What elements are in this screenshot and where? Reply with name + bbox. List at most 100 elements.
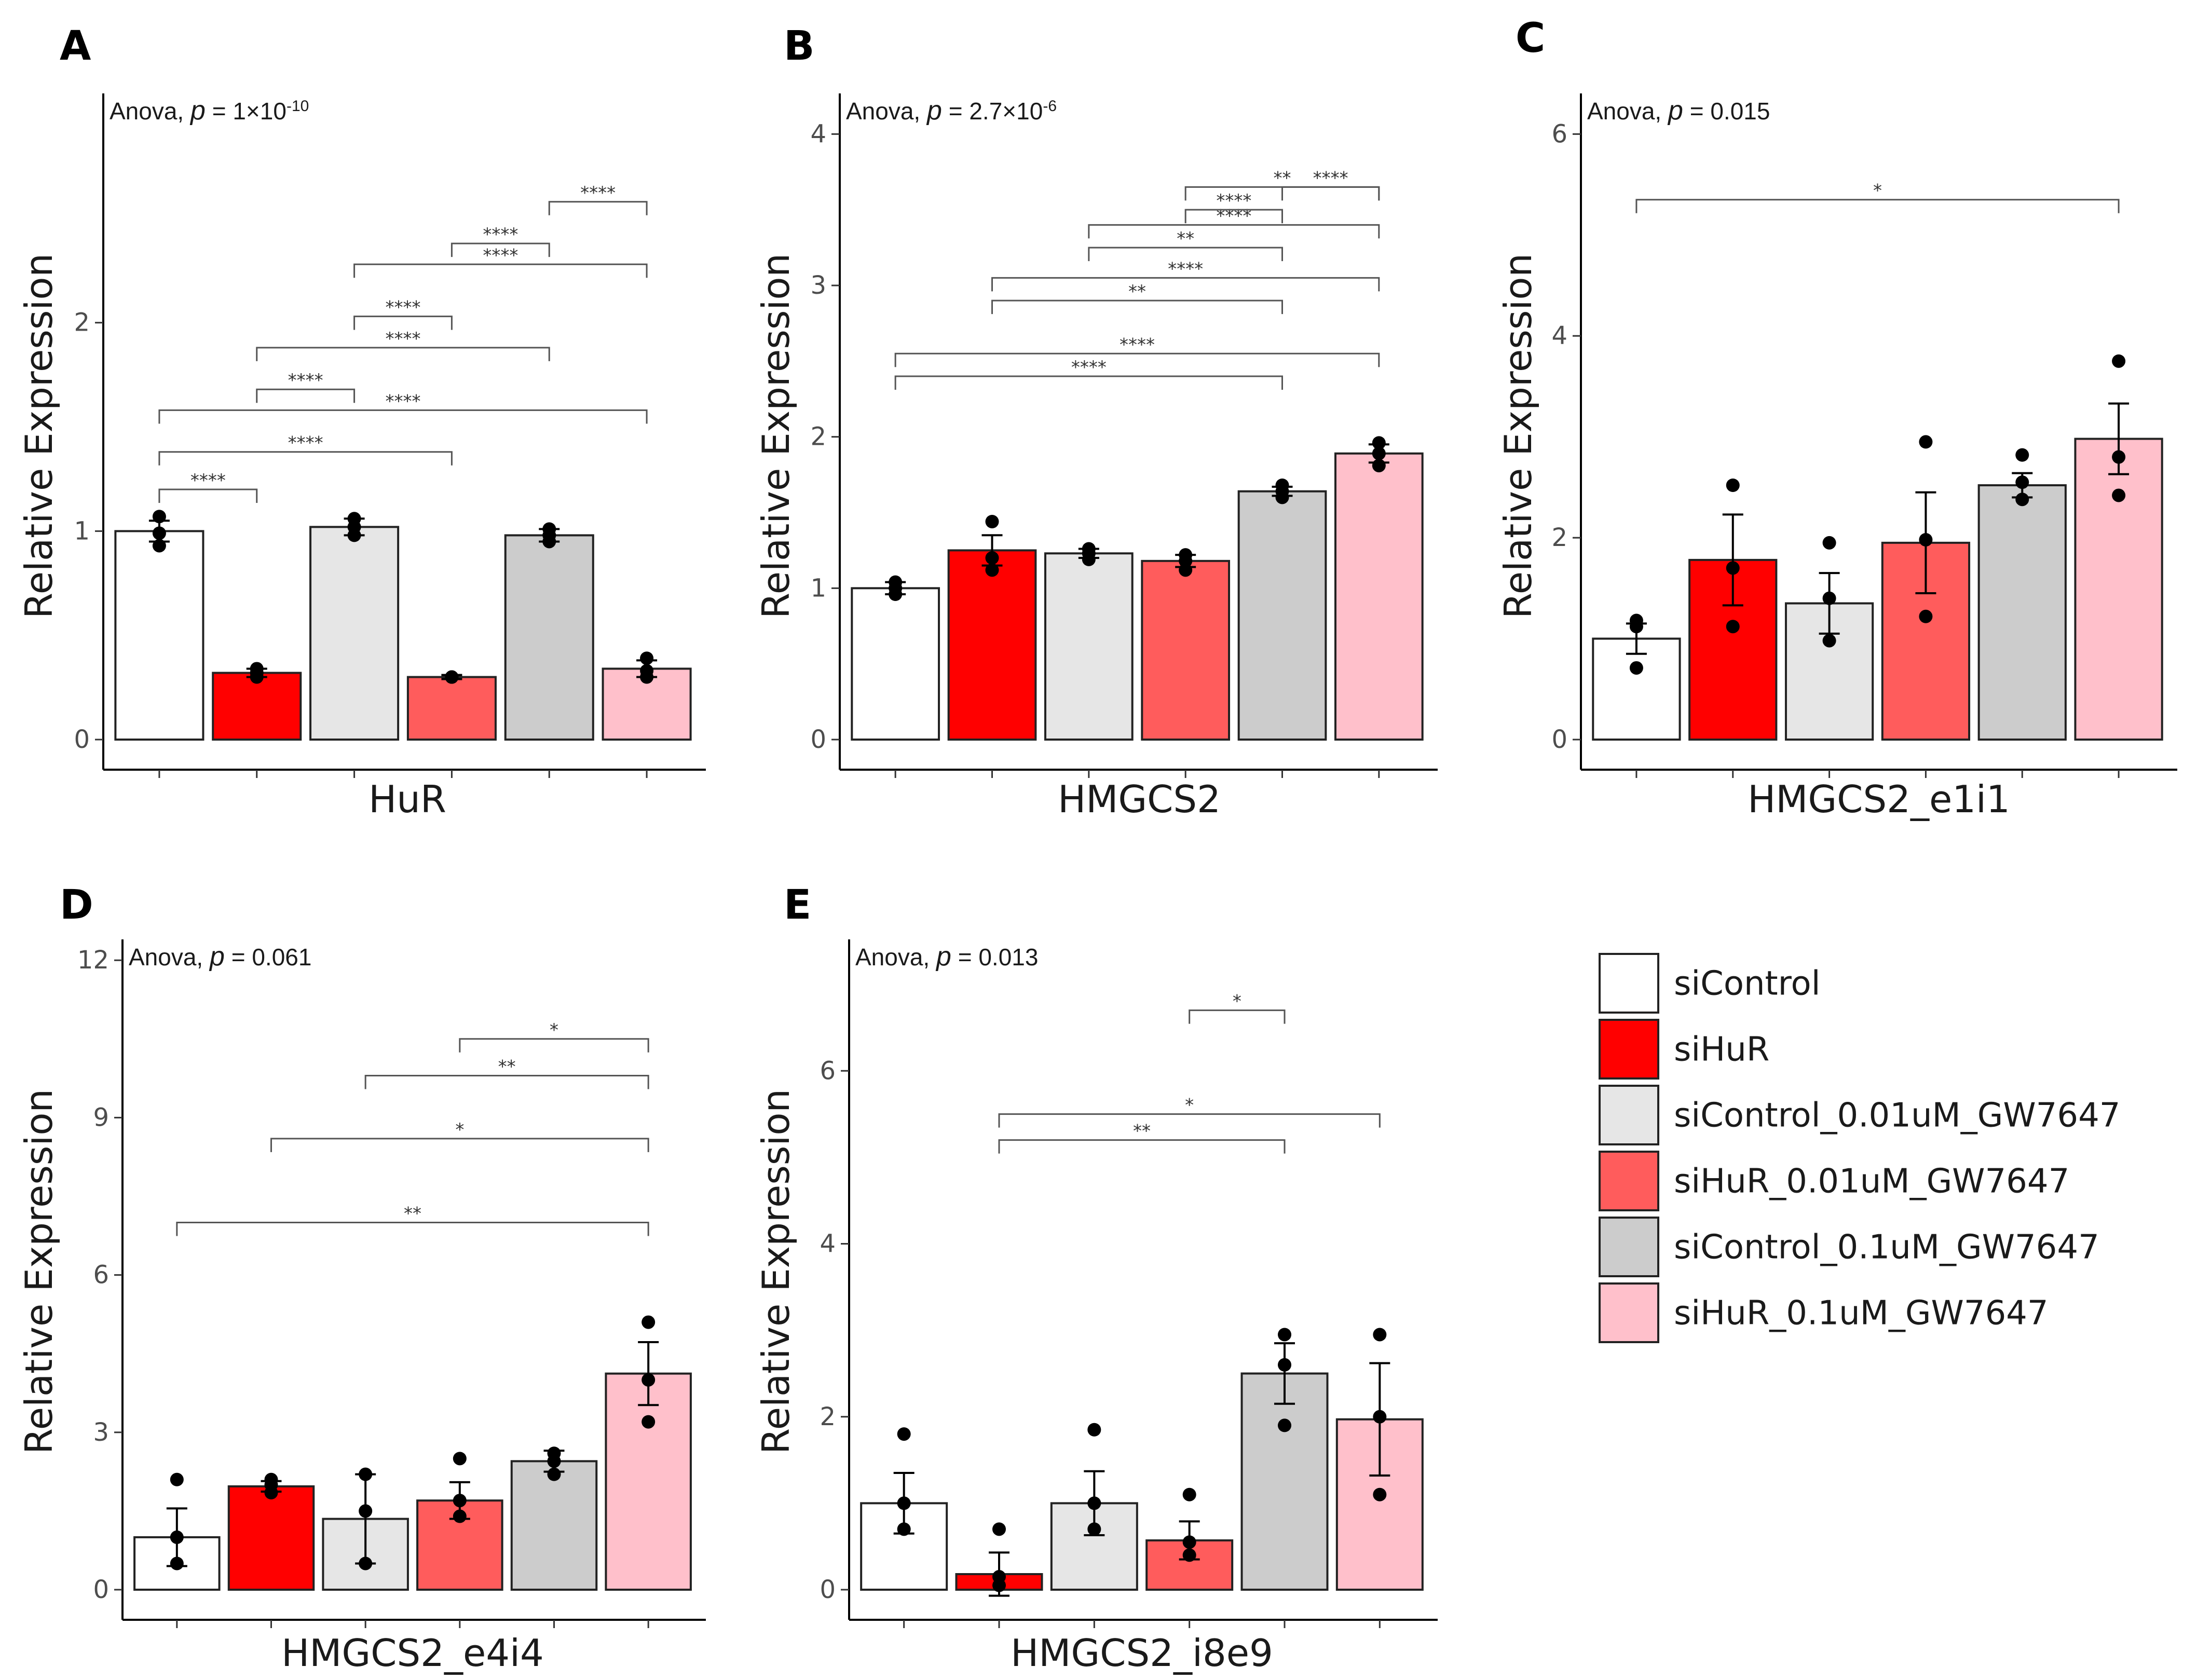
data-point: [1726, 479, 1740, 492]
panel-letter: C: [1516, 15, 1545, 62]
data-point: [2112, 354, 2126, 368]
anova-prefix: Anova,: [846, 98, 927, 125]
data-point: [1629, 661, 1643, 675]
panel-letter: B: [784, 23, 814, 70]
anova-p-value: = 0.013: [951, 944, 1039, 971]
data-point: [1726, 620, 1740, 634]
data-point: [1182, 1487, 1196, 1501]
anova-p-symbol: p: [209, 941, 225, 972]
significance-bracket: [998, 1139, 1286, 1154]
legend-swatch: [1599, 1019, 1659, 1080]
data-point: [642, 1315, 656, 1329]
significance-label: ****: [386, 391, 421, 412]
significance-label: **: [1128, 281, 1146, 302]
bar-1: [1592, 637, 1681, 741]
significance-bracket: [998, 1113, 1381, 1128]
y-tick-label: 1: [74, 516, 90, 545]
significance-label: ****: [288, 433, 323, 454]
significance-bracket: [270, 1138, 649, 1152]
significance-label: ****: [386, 297, 421, 318]
y-tick-label: 4: [1551, 321, 1567, 350]
bar-5: [1977, 484, 2067, 741]
significance-label: **: [1133, 1121, 1151, 1142]
significance-label: *: [1185, 1095, 1194, 1116]
significance-bracket: [158, 409, 648, 424]
x-axis-title: HMGCS2_e1i1: [1748, 777, 2010, 821]
significance-label: ****: [1216, 190, 1251, 211]
bar-2: [227, 1485, 315, 1591]
y-tick-label: 0: [820, 1575, 836, 1604]
x-axis-title: HMGCS2: [1058, 777, 1221, 821]
y-axis-title: Relative Expression: [1496, 253, 1540, 619]
y-tick-label: 12: [77, 946, 109, 975]
panel-letter: A: [60, 23, 91, 70]
data-point: [1275, 479, 1289, 492]
panel-letter: E: [784, 882, 811, 928]
legend-label: siControl_0.1uM_GW7647: [1674, 1228, 2099, 1267]
data-point: [992, 1522, 1006, 1536]
y-tick-label: 6: [1551, 119, 1567, 148]
panel-a: A 0 1 2 Relative Expression HuR Anova, p = 1×1…: [17, 23, 706, 821]
anova-p-symbol: p: [1667, 95, 1683, 126]
significance-label: ****: [483, 245, 518, 266]
significance-label: **: [498, 1057, 516, 1077]
y-tick-label: 3: [93, 1418, 109, 1447]
significance-bracket: [353, 263, 648, 278]
bar-5: [504, 534, 594, 741]
anova-p-symbol: p: [926, 95, 942, 126]
anova-p-value: = 0.061: [225, 944, 312, 971]
y-tick-label: 2: [810, 422, 826, 452]
data-point: [897, 1427, 911, 1441]
anova-p-value: = 1×10: [206, 98, 286, 125]
y-tick-label: 0: [810, 725, 826, 754]
significance-bracket: [176, 1222, 649, 1236]
legend-swatch: [1599, 1282, 1659, 1343]
anova-prefix: Anova,: [855, 944, 936, 971]
panel-e: E 0 2 4 6 Relative Expression HMGCS2_i8e9 Anova…: [754, 882, 1438, 1675]
anova-p-symbol: p: [189, 95, 206, 126]
bar-6: [2074, 438, 2163, 741]
x-axis-title: HMGCS2_e4i4: [281, 1631, 544, 1675]
anova-prefix: Anova,: [1587, 98, 1668, 125]
legend-swatch: [1599, 1151, 1659, 1211]
significance-label: **: [404, 1204, 421, 1224]
data-point: [640, 651, 654, 665]
significance-bracket: [1189, 1009, 1286, 1024]
data-point: [1822, 536, 1836, 550]
data-point: [985, 563, 999, 577]
y-tick-label: 2: [74, 308, 90, 337]
data-point: [2112, 488, 2126, 502]
significance-bracket: [991, 277, 1380, 292]
significance-label: ****: [190, 470, 226, 491]
y-tick-label: 2: [820, 1402, 836, 1431]
significance-bracket: [451, 242, 550, 257]
data-point: [2015, 448, 2029, 462]
anova-annotation: Anova, p = 0.015: [1587, 95, 1770, 126]
bar-5: [1240, 1372, 1329, 1591]
panel-b: B 0 1 2 3 4 Relative Expression HMGCS2 Anova, p …: [754, 23, 1438, 821]
y-tick-label: 0: [1551, 725, 1567, 754]
data-point: [453, 1452, 467, 1466]
y-axis-title: Relative Expression: [754, 253, 798, 619]
significance-label: ****: [1168, 258, 1203, 279]
y-tick-label: 9: [93, 1103, 109, 1132]
y-tick-label: 3: [810, 271, 826, 300]
significance-bracket: [256, 388, 356, 403]
significance-bracket: [459, 1038, 649, 1053]
y-tick-label: 6: [820, 1056, 836, 1085]
data-point: [1919, 435, 1933, 449]
anova-prefix: Anova,: [110, 98, 190, 125]
significance-label: ****: [386, 329, 421, 349]
significance-label: ****: [1071, 357, 1107, 378]
significance-bracket: [353, 316, 453, 330]
significance-label: ****: [1313, 168, 1348, 188]
panel-c: C 0 2 4 6 Relative Expression HMGCS2_e1i1 Anova…: [1496, 15, 2177, 821]
significance-bracket: [991, 299, 1283, 315]
anova-annotation: Anova, p = 2.7×10-6: [846, 95, 1057, 126]
y-tick-label: 4: [820, 1230, 836, 1259]
significance-bracket: [158, 488, 258, 503]
legend-swatch: [1599, 953, 1659, 1014]
data-point: [1373, 1487, 1387, 1501]
legend-label: siControl: [1674, 965, 1820, 1003]
